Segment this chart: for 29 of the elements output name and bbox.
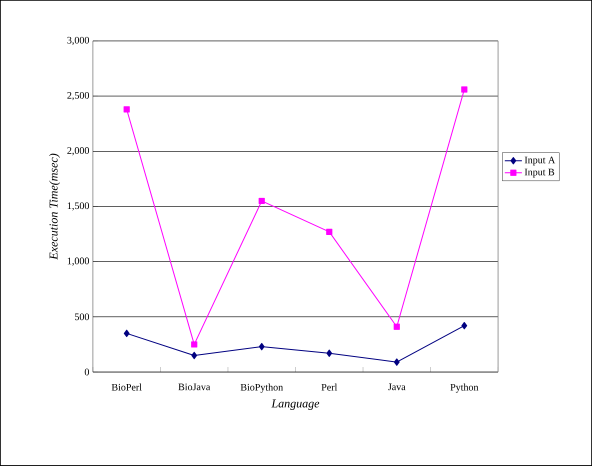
point	[258, 198, 265, 204]
x-tick-label: Python	[450, 384, 478, 393]
x-tick-label: BioPerl	[112, 384, 142, 391]
x-axis-title: Language	[271, 400, 320, 410]
x-tick-label: BioPython	[240, 384, 283, 393]
point	[461, 322, 468, 330]
y-tick-label: 0	[84, 368, 90, 376]
point	[394, 358, 400, 366]
y-tick-label: 3,000	[67, 36, 90, 46]
legend-label: Input B	[524, 168, 554, 178]
point	[124, 106, 130, 112]
point	[191, 352, 198, 360]
y-tick-label: 1,500	[68, 202, 90, 211]
point	[326, 228, 332, 235]
point	[461, 86, 468, 93]
y-tick-label: 2,000	[67, 147, 90, 156]
x-tick-label: BioJava	[178, 384, 210, 390]
y-tick-label: 2,500	[67, 92, 90, 100]
y-axis-title: Execution Time(msec)	[49, 154, 60, 260]
point	[326, 350, 332, 357]
point	[258, 342, 265, 350]
x-tick-label: Java	[388, 384, 406, 390]
point	[191, 341, 198, 348]
point	[394, 324, 400, 330]
y-tick-label: 500	[74, 313, 90, 320]
legend-label: Input A	[524, 156, 556, 166]
x-tick-label: Perl	[321, 384, 338, 391]
y-tick-label: 1,000	[68, 258, 90, 266]
point	[124, 330, 130, 338]
